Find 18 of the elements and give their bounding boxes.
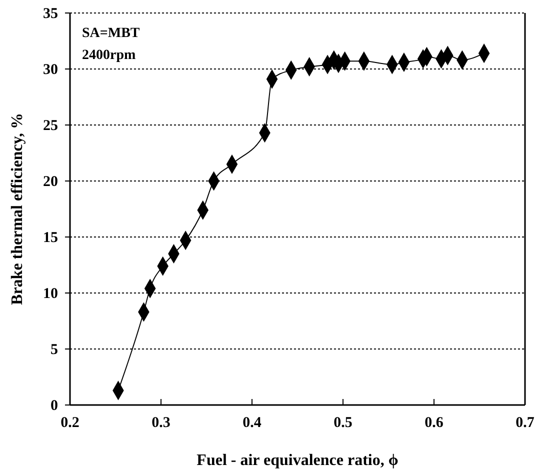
y-tick-label: 15 bbox=[43, 230, 58, 246]
x-tick-label: 0.4 bbox=[242, 415, 262, 431]
x-tick-label: 0.6 bbox=[424, 415, 444, 431]
y-tick-label: 25 bbox=[43, 118, 58, 134]
y-tick-label: 30 bbox=[43, 62, 58, 78]
y-tick-label: 35 bbox=[43, 6, 58, 22]
annotation: SA=MBT bbox=[82, 26, 140, 41]
x-tick-label: 0.7 bbox=[516, 415, 535, 431]
y-tick-label: 10 bbox=[43, 286, 58, 302]
x-tick-label: 0.2 bbox=[60, 415, 80, 431]
y-tick-label: 20 bbox=[43, 174, 58, 190]
y-axis-title: Brake thermal efficiency, % bbox=[9, 113, 26, 305]
annotation: 2400rpm bbox=[82, 48, 136, 63]
x-tick-label: 0.5 bbox=[334, 415, 352, 431]
x-tick-label: 0.3 bbox=[152, 415, 170, 431]
x-axis-title: Fuel - air equivalence ratio, ϕ bbox=[196, 452, 398, 469]
y-tick-label: 5 bbox=[50, 342, 58, 358]
y-tick-label: 0 bbox=[50, 398, 58, 414]
